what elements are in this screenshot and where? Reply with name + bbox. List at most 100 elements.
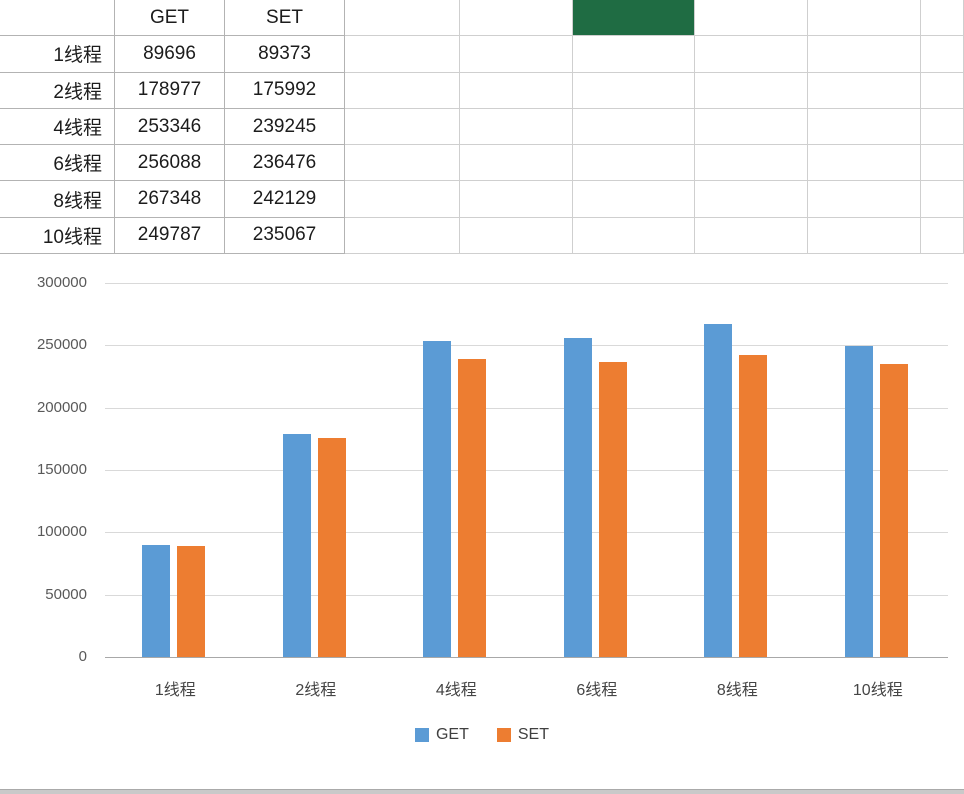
cell[interactable] — [345, 145, 460, 182]
legend-swatch-GET — [414, 728, 429, 742]
cell[interactable] — [808, 72, 921, 109]
cell[interactable] — [345, 0, 460, 37]
cell[interactable] — [460, 0, 573, 37]
y-tick-label: 150000 — [36, 461, 87, 478]
get-value-cell[interactable]: 89696 — [115, 36, 225, 73]
y-tick-label: 0 — [78, 648, 87, 665]
bar-SET-8线程[interactable] — [739, 355, 768, 657]
col-header-get[interactable]: GET — [115, 0, 225, 37]
legend-label: GET — [435, 726, 469, 743]
get-value-cell[interactable]: 249787 — [115, 217, 225, 255]
x-category-label: 1线程 — [154, 682, 196, 699]
cell[interactable] — [695, 36, 808, 73]
row-label[interactable]: 10线程 — [0, 217, 115, 255]
col-header-set[interactable]: SET — [225, 0, 345, 37]
row-label[interactable]: 2线程 — [0, 72, 115, 109]
get-value-cell[interactable]: 267348 — [115, 181, 225, 218]
set-value-cell[interactable]: 175992 — [225, 72, 345, 109]
x-category-label: 4线程 — [435, 682, 477, 699]
cell[interactable] — [460, 72, 573, 109]
cell[interactable] — [573, 36, 695, 73]
bar-GET-1线程[interactable] — [142, 545, 171, 657]
cell[interactable] — [460, 181, 573, 218]
y-tick-label: 100000 — [36, 523, 87, 541]
x-category-label: 2线程 — [295, 682, 337, 699]
row-label[interactable]: 6线程 — [0, 145, 115, 182]
cell[interactable] — [921, 181, 964, 218]
cell[interactable] — [573, 72, 695, 109]
cell[interactable] — [921, 36, 964, 73]
cell[interactable] — [921, 108, 964, 146]
set-value-cell[interactable]: 239245 — [225, 108, 345, 146]
set-value-cell[interactable]: 89373 — [225, 36, 345, 73]
legend-item-SET[interactable]: SET — [496, 726, 549, 744]
cell[interactable] — [695, 108, 808, 146]
cell[interactable] — [921, 217, 964, 255]
get-value-cell[interactable]: 253346 — [115, 108, 225, 146]
row-label[interactable]: 8线程 — [0, 181, 115, 218]
bar-SET-1线程[interactable] — [177, 545, 206, 657]
cell[interactable] — [695, 72, 808, 109]
cell[interactable] — [808, 0, 921, 37]
x-axis-line — [105, 657, 948, 658]
bar-GET-6线程[interactable] — [563, 337, 592, 657]
cell[interactable] — [573, 181, 695, 218]
cell[interactable] — [695, 217, 808, 255]
x-category-label: 10线程 — [852, 682, 903, 699]
set-value-cell[interactable]: 235067 — [225, 217, 345, 255]
cell[interactable] — [808, 108, 921, 146]
gridline — [105, 532, 948, 534]
cell[interactable] — [345, 217, 460, 255]
cell[interactable] — [345, 181, 460, 218]
cell[interactable] — [460, 217, 573, 255]
set-value-cell[interactable]: 242129 — [225, 181, 345, 218]
bar-GET-10线程[interactable] — [844, 345, 873, 657]
get-value-cell[interactable]: 178977 — [115, 72, 225, 109]
bar-GET-8线程[interactable] — [704, 323, 733, 657]
bar-chart[interactable]: GET SET 0 50000 100000 150000 200000 250000 300… — [0, 255, 964, 789]
bar-SET-4线程[interactable] — [458, 358, 487, 657]
bar-GET-4线程[interactable] — [423, 341, 452, 657]
cell[interactable] — [573, 108, 695, 146]
cell[interactable] — [921, 72, 964, 109]
bar-SET-6线程[interactable] — [598, 362, 627, 657]
cell[interactable] — [921, 0, 964, 37]
bar-SET-10线程[interactable] — [879, 363, 908, 657]
y-tick-label: 300000 — [36, 274, 87, 291]
gridline — [105, 470, 948, 471]
cell[interactable] — [695, 0, 808, 37]
cell[interactable] — [573, 145, 695, 182]
filled-green-cell[interactable] — [573, 0, 695, 37]
bottom-edge-bar — [0, 789, 964, 794]
cell[interactable] — [345, 36, 460, 73]
bar-SET-2线程[interactable] — [317, 437, 346, 657]
row-label[interactable]: 1线程 — [0, 36, 115, 73]
cell[interactable] — [921, 145, 964, 182]
cell[interactable] — [808, 217, 921, 255]
cell[interactable] — [695, 145, 808, 182]
cell[interactable] — [345, 72, 460, 109]
cell[interactable] — [0, 0, 115, 37]
row-label[interactable]: 4线程 — [0, 108, 115, 146]
cell[interactable] — [808, 36, 921, 73]
legend-item-GET[interactable]: GET — [414, 726, 469, 744]
cell[interactable] — [808, 145, 921, 182]
set-value-cell[interactable]: 236476 — [225, 145, 345, 182]
y-tick-label: 250000 — [36, 336, 87, 354]
y-tick-label: 50000 — [45, 585, 87, 603]
legend-swatch-SET — [496, 728, 511, 742]
cell[interactable] — [808, 181, 921, 218]
cell[interactable] — [460, 145, 573, 182]
y-tick-label: 200000 — [36, 398, 87, 416]
bar-GET-2线程[interactable] — [282, 433, 311, 657]
x-category-label: 6线程 — [576, 682, 618, 699]
cell[interactable] — [460, 36, 573, 73]
cell[interactable] — [345, 108, 460, 146]
chart-legend: GET SET — [0, 723, 964, 747]
get-value-cell[interactable]: 256088 — [115, 145, 225, 182]
gridline — [105, 594, 948, 596]
legend-label: SET — [517, 726, 549, 743]
cell[interactable] — [573, 217, 695, 255]
cell[interactable] — [695, 181, 808, 218]
cell[interactable] — [460, 108, 573, 146]
